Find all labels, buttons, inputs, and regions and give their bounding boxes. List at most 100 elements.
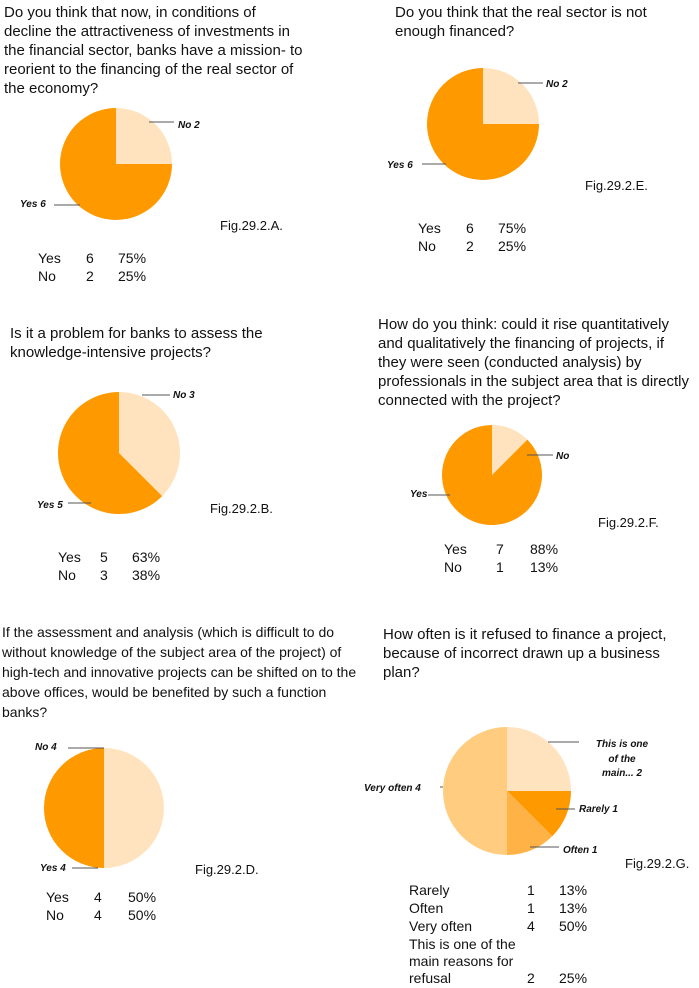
- pie-chart-f: No Yes: [410, 425, 569, 525]
- table-row: Yes 7 88%: [444, 541, 590, 559]
- data-table-d: Yes 4 50% No 4 50%: [46, 889, 188, 925]
- table-row: No 2 25%: [418, 238, 558, 256]
- row-percent: 50%: [559, 918, 588, 934]
- pie-chart-d: No 4 Yes 4: [35, 742, 164, 874]
- pie-slice: [116, 108, 172, 164]
- row-percent: 13%: [559, 900, 588, 916]
- pie-chart-a: No 2 Yes 6: [20, 108, 200, 220]
- table-row: Yes 6 75%: [38, 250, 178, 268]
- row-label: Yes: [38, 250, 61, 266]
- row-percent: 50%: [128, 907, 157, 923]
- question-b: Is it a problem for banks to assess the …: [10, 325, 263, 361]
- row-label: No: [58, 567, 76, 583]
- fig-caption-g: Fig.29.2.G.: [625, 856, 690, 871]
- row-percent: 88%: [530, 541, 559, 557]
- table-row: Yes 4 50%: [46, 889, 188, 907]
- question-g: How often is it refused to finance a pro…: [383, 626, 667, 681]
- row-label: Rarely: [409, 882, 450, 898]
- pie-slice: [58, 392, 163, 514]
- fig-caption-f: Fig.29.2.F.: [598, 515, 659, 530]
- row-percent: 13%: [559, 882, 588, 898]
- row-percent: 75%: [118, 250, 147, 266]
- pie-chart-e: No 2 Yes 6: [387, 68, 568, 180]
- table-row: Yes 5 63%: [58, 549, 192, 567]
- pie-slice: [492, 425, 528, 475]
- row-count: 2: [527, 970, 535, 986]
- row-count: 4: [527, 918, 535, 934]
- pie-slice: [483, 68, 539, 124]
- data-table-b: Yes 5 63% No 3 38%: [58, 549, 192, 585]
- table-row: Very often 4 50%: [409, 918, 619, 936]
- table-row: No 1 13%: [444, 559, 590, 577]
- pie-slice: [507, 791, 571, 837]
- row-label: No: [418, 238, 436, 254]
- table-row: This is one of the main reasons for refu…: [409, 936, 619, 988]
- question-f: How do you think: could it rise quantita…: [378, 316, 689, 409]
- row-percent: 63%: [132, 549, 161, 565]
- slice-label: No 2: [178, 120, 200, 131]
- pie-slice: [119, 391, 181, 497]
- slice-label: Often 1: [563, 845, 598, 856]
- fig-caption-a: Fig.29.2.A.: [220, 218, 283, 233]
- pie-slice: [427, 68, 539, 180]
- row-count: 4: [94, 889, 102, 905]
- table-row: No 4 50%: [46, 907, 188, 925]
- row-label: No: [38, 268, 56, 284]
- row-count: 6: [86, 250, 94, 266]
- row-count: 4: [94, 907, 102, 923]
- pie-chart-b: No 3 Yes 5: [37, 390, 195, 514]
- slice-label: No 4: [35, 742, 57, 753]
- row-count: 5: [100, 549, 108, 565]
- row-percent: 25%: [498, 238, 527, 254]
- pie-slice: [44, 748, 104, 868]
- slice-label: No 3: [173, 390, 195, 401]
- row-count: 2: [86, 268, 94, 284]
- table-row: No 3 38%: [58, 567, 192, 585]
- slice-label: No 2: [546, 79, 568, 90]
- row-count: 1: [496, 559, 504, 575]
- row-count: 2: [466, 238, 474, 254]
- question-d: If the assessment and analysis (which is…: [2, 624, 357, 720]
- pie-slice: [443, 727, 507, 855]
- data-table-f: Yes 7 88% No 1 13%: [444, 541, 590, 577]
- pie-slice: [507, 791, 553, 855]
- slice-label: Yes 5: [37, 500, 63, 511]
- fig-caption-e: Fig.29.2.E.: [585, 178, 648, 193]
- question-e: Do you think that the real sector is not…: [395, 4, 647, 40]
- table-row: Often 1 13%: [409, 900, 619, 918]
- row-label: Often: [409, 900, 444, 916]
- row-percent: 38%: [132, 567, 161, 583]
- row-count: 3: [100, 567, 108, 583]
- pie-slice: [442, 425, 542, 525]
- row-percent: 50%: [128, 889, 157, 905]
- row-label: Very often: [409, 918, 473, 934]
- row-percent: 25%: [118, 268, 147, 284]
- fig-caption-b: Fig.29.2.B.: [210, 501, 273, 516]
- row-count: 6: [466, 220, 474, 236]
- slice-label: This is one of the main... 2: [596, 739, 649, 779]
- slice-label: No: [556, 451, 569, 462]
- row-percent: 25%: [559, 970, 588, 986]
- pie-slice: [104, 748, 164, 868]
- row-count: 1: [527, 882, 535, 898]
- slice-label: Yes 4: [40, 863, 66, 874]
- row-label: Yes: [58, 549, 81, 565]
- row-count: 1: [527, 900, 535, 916]
- table-row: Rarely 1 13%: [409, 882, 619, 900]
- slice-label: Yes: [410, 489, 428, 500]
- table-row: Yes 6 75%: [418, 220, 558, 238]
- slice-label: Yes 6: [387, 160, 413, 171]
- pie-slice: [60, 108, 172, 220]
- pie-chart-g: This is one of the main... 2 Rarely 1 Often …: [364, 727, 649, 856]
- row-count: 7: [496, 541, 504, 557]
- question-a: Do you think that now, in conditions of …: [4, 4, 303, 97]
- data-table-a: Yes 6 75% No 2 25%: [38, 250, 178, 286]
- slice-label: Yes 6: [20, 199, 46, 210]
- row-label: No: [46, 907, 64, 923]
- row-label: Yes: [46, 889, 69, 905]
- data-table-g: Rarely 1 13% Often 1 13% Very often 4 50% This is…: [409, 882, 619, 988]
- row-label: No: [444, 559, 462, 575]
- row-percent: 13%: [530, 559, 559, 575]
- row-label: Yes: [418, 220, 441, 236]
- slice-label: Rarely 1: [579, 804, 618, 815]
